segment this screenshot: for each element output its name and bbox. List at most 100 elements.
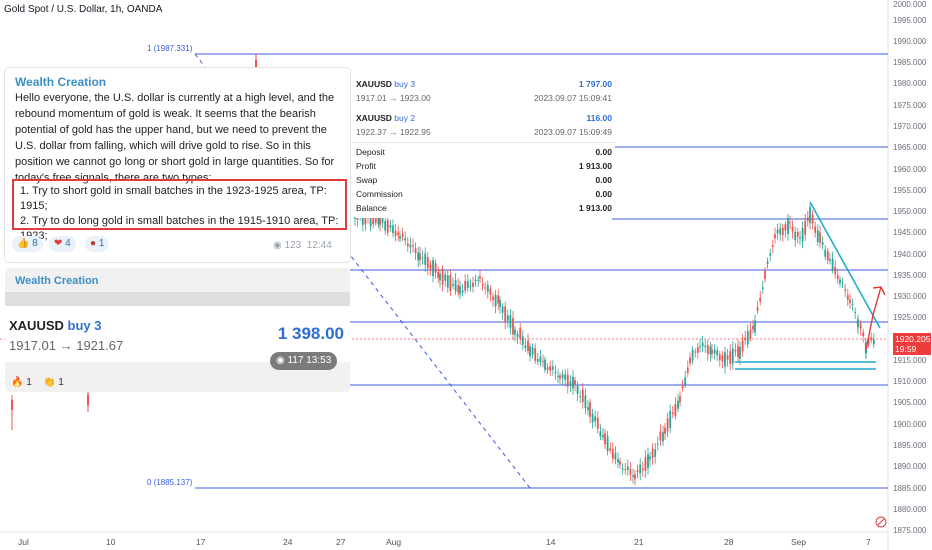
candle-body bbox=[469, 285, 472, 287]
candle-body bbox=[464, 281, 467, 291]
price-tick-label: 1910.000 bbox=[893, 377, 927, 386]
price-tick-label: 1915.000 bbox=[893, 356, 927, 365]
candle-body bbox=[709, 346, 712, 355]
candle-body bbox=[519, 327, 522, 339]
candle-body bbox=[867, 340, 870, 344]
candle-body bbox=[581, 389, 584, 403]
candle-body bbox=[486, 284, 489, 292]
price-tick-label: 1890.000 bbox=[893, 462, 927, 471]
candle-body bbox=[379, 211, 381, 226]
candle-body bbox=[394, 230, 397, 236]
candle-body bbox=[492, 296, 494, 301]
candle-body bbox=[546, 367, 549, 370]
reaction-clap[interactable]: 👏 1 bbox=[43, 376, 64, 390]
candle-body bbox=[634, 474, 636, 480]
candle-body bbox=[679, 396, 681, 403]
candle-body bbox=[759, 297, 762, 302]
candle-body bbox=[718, 354, 721, 361]
candle-body bbox=[461, 290, 464, 293]
candle-body bbox=[572, 377, 574, 389]
trade-side: buy 3 bbox=[394, 79, 416, 89]
candle-body bbox=[514, 329, 516, 335]
candle-body bbox=[564, 374, 567, 380]
price-tick-label: 1935.000 bbox=[893, 271, 927, 280]
candle-body bbox=[561, 374, 564, 379]
reaction-heart[interactable]: ❤ 4 bbox=[49, 236, 76, 252]
candle-body bbox=[584, 395, 587, 408]
candle-body bbox=[636, 470, 639, 472]
summary-value: 1 913.00 bbox=[578, 161, 612, 171]
candle-body bbox=[834, 266, 837, 275]
candle-body bbox=[619, 461, 621, 465]
reaction-face[interactable]: ● 1 bbox=[85, 236, 110, 252]
candle-body bbox=[764, 270, 766, 280]
time-tick-label: 28 bbox=[724, 537, 734, 547]
candle-body bbox=[854, 311, 857, 313]
trade-amount: 116.00 bbox=[586, 113, 612, 123]
candle-body bbox=[589, 402, 591, 417]
candle-body bbox=[801, 228, 804, 242]
candle-body bbox=[641, 468, 644, 470]
candle-body bbox=[826, 251, 829, 261]
candle-body bbox=[474, 279, 477, 281]
candle-body bbox=[781, 227, 784, 235]
candle-body bbox=[459, 286, 461, 295]
candle-body bbox=[479, 276, 481, 279]
signal-line-1: 1. Try to short gold in small batches in… bbox=[20, 185, 327, 212]
candle-body bbox=[397, 232, 400, 236]
price-tick-label: 1875.000 bbox=[893, 526, 927, 535]
candle-body bbox=[824, 249, 827, 257]
candle-body bbox=[814, 226, 817, 233]
chart-title: Gold Spot / U.S. Dollar, 1h, OANDA bbox=[4, 4, 163, 15]
trade-screenshot: XAUUSD buy 3 1917.01 → 1921.67 1 398.00 bbox=[5, 306, 350, 362]
trade-side: buy 3 bbox=[67, 318, 102, 333]
message-meta: ◉ 123 12:44 bbox=[273, 240, 332, 251]
candle-body bbox=[602, 435, 604, 438]
price-tick-label: 1960.000 bbox=[893, 165, 927, 174]
candle-body bbox=[791, 226, 794, 232]
candle-body bbox=[749, 329, 752, 339]
candle-body bbox=[599, 431, 602, 437]
trade-time: 2023.09.07 15:09:49 bbox=[534, 127, 612, 137]
candle-body bbox=[444, 274, 447, 281]
candle-body bbox=[399, 235, 401, 239]
forecast-arrow-line bbox=[865, 286, 882, 351]
candle-body bbox=[439, 273, 441, 281]
channel-name[interactable]: Wealth Creation bbox=[15, 75, 107, 89]
candle-body bbox=[484, 287, 487, 289]
candle-body bbox=[752, 325, 754, 330]
candle-body bbox=[846, 295, 849, 300]
candle-body bbox=[771, 245, 774, 247]
candle-body bbox=[769, 253, 772, 256]
candle-body bbox=[509, 315, 512, 329]
reaction-thumbs-up[interactable]: 👍 8 bbox=[12, 236, 43, 252]
view-count: 123 bbox=[284, 240, 302, 251]
reaction-fire[interactable]: 🔥 1 bbox=[11, 376, 32, 390]
candle-body bbox=[454, 279, 457, 292]
price-tick-label: 1955.000 bbox=[893, 186, 927, 195]
candle-body bbox=[392, 225, 394, 234]
candle-body bbox=[654, 449, 657, 457]
reaction-count: 8 bbox=[32, 238, 38, 249]
symbol-text: XAUUSD bbox=[356, 79, 392, 89]
candle-body bbox=[591, 413, 594, 423]
candle-body bbox=[681, 385, 684, 389]
channel-name[interactable]: Wealth Creation bbox=[15, 275, 99, 287]
price-tick-label: 1940.000 bbox=[893, 250, 927, 259]
candle-body bbox=[796, 232, 799, 237]
candle-body bbox=[579, 396, 582, 398]
candle-body bbox=[806, 217, 809, 221]
alert-icon[interactable] bbox=[875, 516, 887, 528]
candle-body bbox=[804, 221, 807, 235]
candle-body bbox=[527, 340, 529, 352]
candle-body bbox=[557, 375, 559, 377]
reaction-count: 1 bbox=[98, 238, 105, 249]
candle-body bbox=[849, 299, 851, 304]
time-tick-label: 21 bbox=[634, 537, 644, 547]
candle-body bbox=[549, 366, 552, 371]
price-tick-label: 1970.000 bbox=[893, 122, 927, 131]
candle-body bbox=[429, 264, 432, 270]
candle-body bbox=[524, 345, 527, 348]
